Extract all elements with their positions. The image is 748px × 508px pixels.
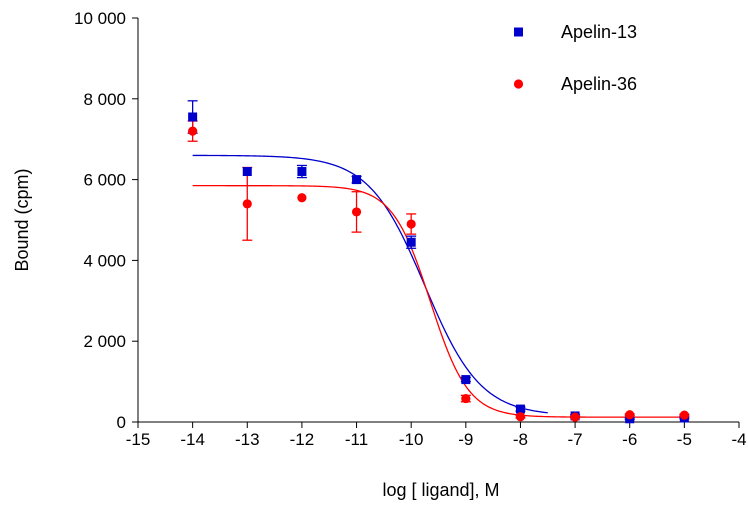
axes: -15 -14 -13 -12 -11 -10 -9 -8 -7 -6 -5 -4 0 2 000 4 00…: [74, 9, 747, 449]
x-tick-label: -11: [345, 430, 368, 449]
data-point: [570, 412, 580, 422]
x-tick-label: -9: [458, 430, 473, 449]
data-point: [515, 412, 526, 422]
data-point: [188, 126, 198, 136]
x-tick-label: -5: [677, 430, 692, 449]
data-point: [242, 167, 252, 177]
x-tick-label: -4: [731, 430, 746, 449]
data-points: [188, 112, 689, 424]
fit-curve-0: [192, 154, 548, 414]
legend-label: Apelin-36: [561, 74, 637, 94]
legend: Apelin-13 Apelin-36: [513, 22, 637, 94]
x-tick-label: -15: [126, 430, 151, 449]
y-tick-label: 0: [117, 413, 126, 432]
data-point: [625, 410, 635, 420]
y-tick-label: 6 000: [83, 171, 126, 190]
data-point: [406, 219, 416, 229]
x-tick-label: -14: [180, 430, 205, 449]
fit-curves: [192, 154, 685, 418]
y-tick-label: 4 000: [83, 251, 126, 270]
fit-curve-1: [192, 185, 685, 418]
y-tick-label: 10 000: [74, 9, 126, 28]
x-tick-label: -7: [568, 430, 583, 449]
legend-marker: [514, 27, 523, 37]
y-tick-label: 2 000: [83, 332, 126, 351]
data-point: [406, 237, 416, 247]
data-point: [352, 175, 362, 185]
x-tick-label: -10: [399, 430, 424, 449]
legend-marker: [513, 79, 524, 89]
y-tick-label: 8 000: [83, 90, 126, 109]
data-point: [297, 167, 307, 177]
legend-label: Apelin-13: [561, 22, 637, 42]
x-tick-label: -13: [235, 430, 260, 449]
x-tick-label: -8: [513, 430, 528, 449]
error-bars: [187, 100, 690, 421]
data-point: [188, 112, 198, 122]
x-axis-title: log [ ligand], M: [382, 480, 499, 500]
data-point: [461, 375, 471, 385]
data-point: [515, 404, 525, 414]
data-point: [351, 207, 362, 217]
data-point: [297, 193, 307, 203]
x-tick-label: -6: [622, 430, 637, 449]
data-point: [461, 393, 471, 404]
data-point: [679, 410, 689, 420]
y-axis-title: Bound (cpm): [12, 168, 32, 271]
x-tick-label: -12: [290, 430, 315, 449]
data-point: [242, 199, 252, 209]
